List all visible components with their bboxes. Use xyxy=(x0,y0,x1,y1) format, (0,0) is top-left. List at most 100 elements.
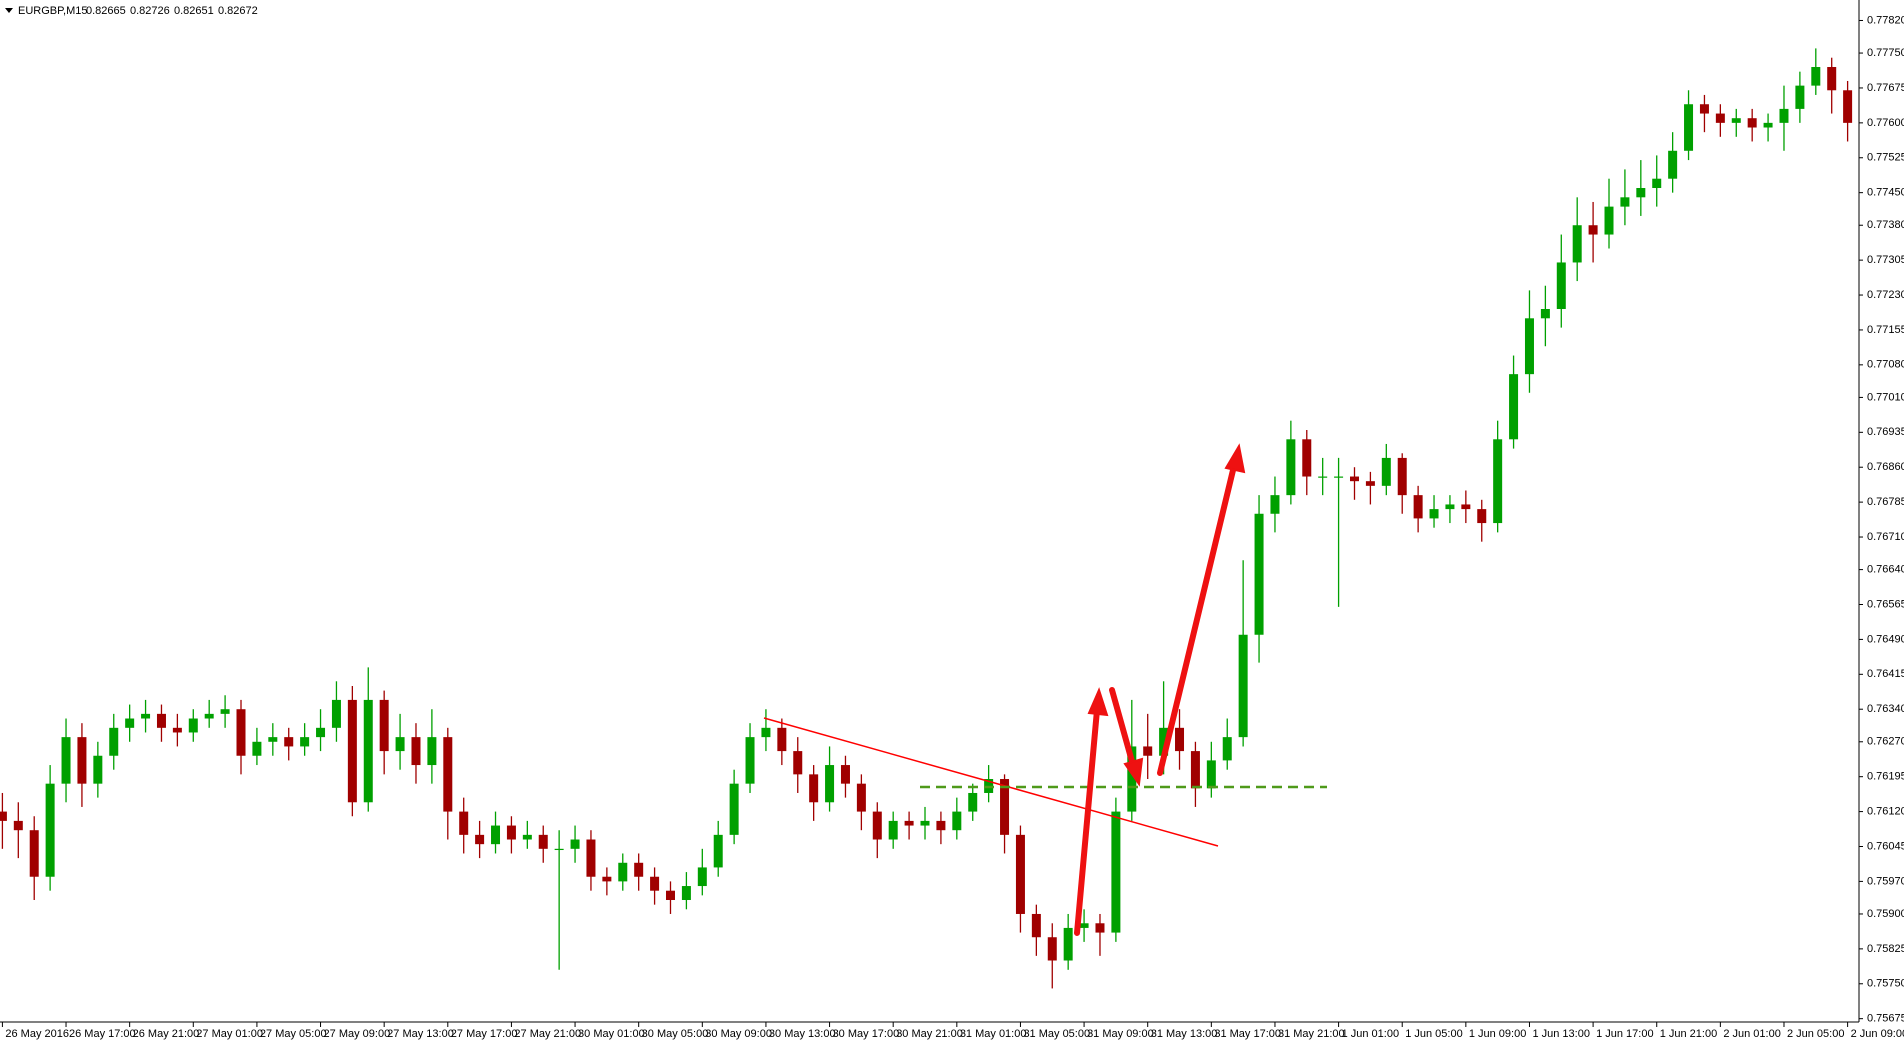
candle-body xyxy=(252,741,262,756)
candle-body xyxy=(491,825,501,845)
candle-body xyxy=(1190,751,1200,789)
y-tick-label: 0.76340 xyxy=(1867,703,1904,715)
x-tick-label: 26 May 21:00 xyxy=(133,1028,200,1040)
y-tick-label: 0.76935 xyxy=(1867,426,1904,438)
candle-body xyxy=(172,727,182,733)
arrow xyxy=(1109,687,1136,768)
candle-body xyxy=(809,774,819,803)
candle-body xyxy=(968,792,978,812)
arrows xyxy=(1074,443,1246,936)
candle-body xyxy=(1572,225,1582,263)
x-tick-label: 2 Jun 09:00 xyxy=(1851,1028,1904,1040)
x-tick-label: 30 May 05:00 xyxy=(642,1028,709,1040)
trend-line xyxy=(763,717,1219,847)
candle-body xyxy=(1095,923,1105,933)
x-tick-label: 31 May 17:00 xyxy=(1214,1028,1281,1040)
y-tick-label: 0.77820 xyxy=(1867,14,1904,26)
candle-body xyxy=(1827,67,1837,91)
candle-body xyxy=(1365,481,1375,486)
candle-body xyxy=(331,699,341,728)
y-tick-label: 0.77230 xyxy=(1867,289,1904,301)
x-tick-label: 30 May 13:00 xyxy=(769,1028,836,1040)
candle-body xyxy=(506,825,516,840)
candle-body xyxy=(1349,476,1359,482)
candle-body xyxy=(793,751,803,775)
x-tick-label: 2 Jun 01:00 xyxy=(1723,1028,1781,1040)
candle-body xyxy=(125,718,135,728)
y-tick-label: 0.77525 xyxy=(1867,152,1904,164)
candle-body xyxy=(93,755,103,784)
candle-body xyxy=(427,737,437,766)
candle-body xyxy=(45,783,55,877)
x-tick-label: 30 May 09:00 xyxy=(705,1028,772,1040)
candle-body xyxy=(61,737,71,784)
candle-body xyxy=(1461,504,1471,510)
x-tick-label: 31 May 05:00 xyxy=(1023,1028,1090,1040)
candle-body xyxy=(1811,67,1821,86)
y-tick-label: 0.77380 xyxy=(1867,219,1904,231)
candle-body xyxy=(904,820,914,826)
candle-body xyxy=(586,839,596,877)
candle-body xyxy=(1015,834,1025,914)
y-tick-label: 0.77305 xyxy=(1867,254,1904,266)
candle-body xyxy=(1318,476,1328,478)
y-tick-label: 0.76710 xyxy=(1867,531,1904,543)
candle-body xyxy=(761,727,771,738)
candle-body xyxy=(1668,150,1678,179)
candle-body xyxy=(220,709,230,714)
candle-body xyxy=(745,737,755,784)
candle-body xyxy=(1254,513,1264,635)
candle-body xyxy=(1175,727,1185,752)
candle-body xyxy=(1206,760,1216,789)
candle-body xyxy=(1238,634,1248,738)
candle-body xyxy=(618,862,628,882)
candle-body xyxy=(443,737,453,812)
candle-body xyxy=(13,820,23,831)
plot-area xyxy=(0,48,1853,989)
candle-body xyxy=(920,820,930,826)
candle-body xyxy=(1779,108,1789,123)
candle-body xyxy=(300,737,310,747)
candle-body xyxy=(268,737,278,742)
candle-body xyxy=(1334,476,1344,478)
y-tick-label: 0.77080 xyxy=(1867,359,1904,371)
quote-low: 0.82651 xyxy=(174,5,214,17)
x-tick-label: 31 May 01:00 xyxy=(960,1028,1027,1040)
y-tick-label: 0.76860 xyxy=(1867,461,1904,473)
y-tick-label: 0.76565 xyxy=(1867,598,1904,610)
arrow-head xyxy=(1224,443,1246,474)
candle-body xyxy=(141,713,151,719)
candle-body xyxy=(1381,457,1391,486)
x-tick-label: 27 May 01:00 xyxy=(196,1028,263,1040)
y-tick-label: 0.76045 xyxy=(1867,840,1904,852)
candle-body xyxy=(284,737,294,747)
candle-body xyxy=(538,834,548,849)
candle-body xyxy=(1715,113,1725,123)
x-tick-label: 1 Jun 17:00 xyxy=(1596,1028,1654,1040)
candle-body xyxy=(1795,85,1805,109)
candle-body xyxy=(363,699,373,803)
candle-body xyxy=(1843,90,1853,123)
candle-body xyxy=(1302,439,1312,477)
candle-body xyxy=(522,834,532,840)
candle-body xyxy=(1493,439,1503,524)
candle-body xyxy=(1429,509,1439,519)
arrow-head xyxy=(1123,757,1144,787)
x-tick-label: 1 Jun 21:00 xyxy=(1660,1028,1718,1040)
candle-body xyxy=(1413,495,1423,519)
x-tick-label: 31 May 21:00 xyxy=(1278,1028,1345,1040)
y-tick-label: 0.77750 xyxy=(1867,47,1904,59)
y-tick-label: 0.77450 xyxy=(1867,187,1904,199)
candle-body xyxy=(109,727,119,756)
candle-body xyxy=(650,876,660,891)
y-tick-label: 0.75750 xyxy=(1867,978,1904,990)
x-tick-label: 27 May 05:00 xyxy=(260,1028,327,1040)
arrow xyxy=(1157,463,1237,776)
candle-body xyxy=(1684,104,1694,151)
candle-body xyxy=(1127,746,1137,812)
candle-body xyxy=(1731,118,1741,123)
candle-body xyxy=(1540,308,1550,319)
x-tick-label: 2 Jun 05:00 xyxy=(1787,1028,1845,1040)
